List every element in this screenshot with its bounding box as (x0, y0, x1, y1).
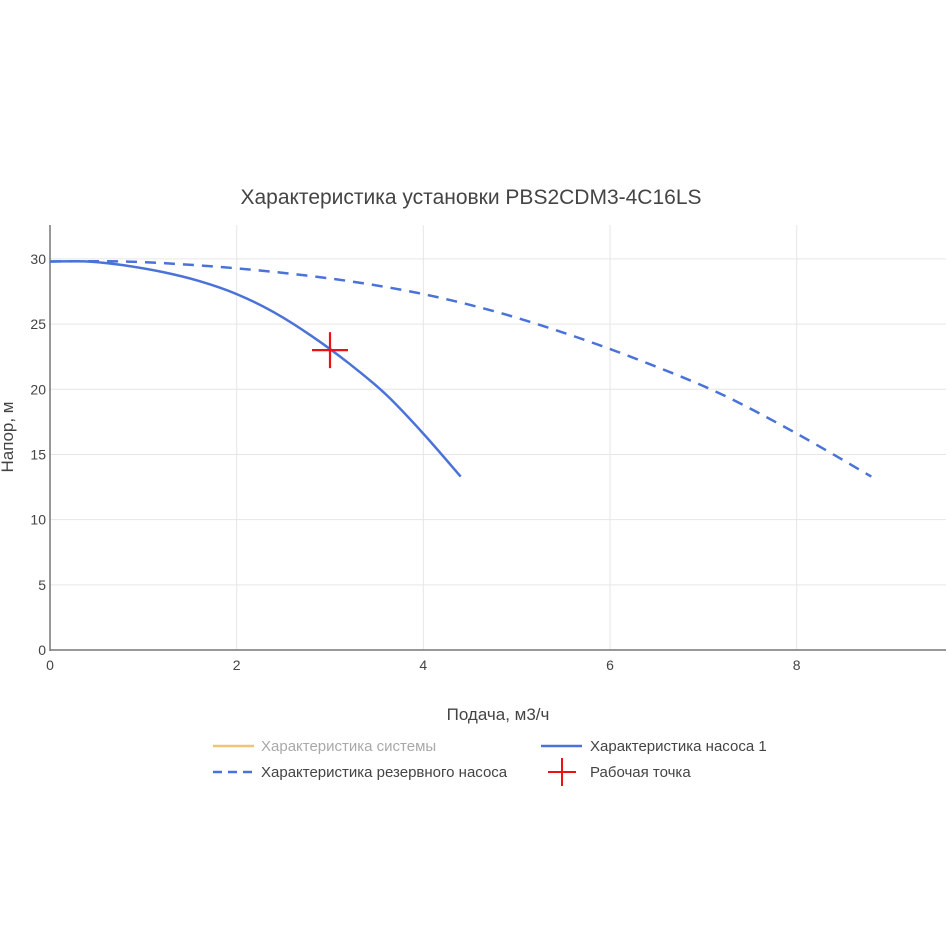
legend-label-system: Характеристика системы (261, 738, 436, 755)
legend-label-reserve-pump: Характеристика резервного насоса (261, 764, 508, 781)
x-axis-title: Подача, м3/ч (447, 705, 550, 724)
y-tick-label: 30 (30, 251, 46, 267)
legend-item-system[interactable]: Характеристика системы (213, 738, 436, 755)
legend-item-pump-1[interactable]: Характеристика насоса 1 (541, 738, 767, 755)
y-axis-title: Напор, м (0, 402, 17, 473)
series-line-1 (49, 259, 462, 478)
axes (49, 225, 946, 651)
x-tick-label: 0 (46, 657, 54, 673)
legend-item-operating-point[interactable]: Рабочая точка (548, 758, 691, 786)
legend-label-operating-point: Рабочая точка (590, 764, 691, 781)
x-tick-labels: 0 2 4 6 8 (46, 657, 801, 673)
series-line-2 (49, 259, 872, 478)
series-layer (49, 259, 872, 478)
y-tick-label: 20 (30, 381, 46, 397)
legend-label-pump-1: Характеристика насоса 1 (590, 738, 767, 755)
chart-title: Характеристика установки PBS2CDM3-4C16LS (240, 186, 701, 209)
y-tick-label: 5 (38, 577, 46, 593)
x-tick-label: 2 (233, 657, 241, 673)
x-tick-label: 8 (793, 657, 801, 673)
y-tick-label: 15 (30, 446, 46, 462)
y-tick-label: 25 (30, 316, 46, 332)
x-tick-label: 6 (606, 657, 614, 673)
operating-point-marker (312, 332, 348, 369)
grid (50, 225, 946, 650)
x-tick-label: 4 (419, 657, 427, 673)
y-tick-labels: 0 5 10 15 20 25 30 (30, 251, 46, 658)
legend: Характеристика системы Характеристика на… (213, 738, 767, 786)
y-tick-label: 10 (30, 512, 46, 528)
legend-item-reserve-pump[interactable]: Характеристика резервного насоса (213, 764, 508, 781)
y-tick-label: 0 (38, 642, 46, 658)
